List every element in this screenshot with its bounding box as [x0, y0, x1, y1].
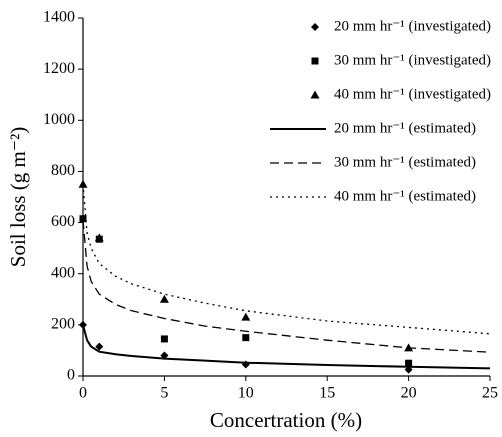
y-tick-label: 1200	[43, 60, 75, 77]
x-tick-label: 20	[401, 385, 417, 402]
x-tick-label: 10	[238, 385, 254, 402]
y-tick-label: 600	[51, 213, 75, 230]
y-tick-label: 0	[67, 367, 75, 384]
marker	[79, 215, 87, 223]
legend-swatch	[311, 57, 319, 65]
y-axis-title: Soil loss (g m⁻²)	[6, 127, 30, 267]
x-tick-label: 5	[160, 385, 168, 402]
line	[82, 219, 491, 353]
legend-swatch	[311, 23, 319, 31]
line	[82, 184, 491, 335]
y-tick-label: 800	[51, 162, 75, 179]
line	[82, 324, 491, 370]
legend-label: 30 mm hr⁻¹ (estimated)	[334, 154, 476, 170]
marker	[95, 342, 104, 351]
marker	[405, 359, 413, 367]
y-tick-label: 1000	[43, 111, 75, 128]
x-tick-label: 15	[319, 385, 335, 402]
marker	[242, 334, 250, 342]
marker	[159, 294, 169, 303]
marker	[78, 179, 88, 188]
y-tick-label: 200	[51, 316, 75, 333]
legend-label: 20 mm hr⁻¹ (investigated)	[334, 18, 491, 34]
x-tick-label: 25	[482, 385, 498, 402]
x-axis-title: Concertration (%)	[210, 408, 362, 432]
marker	[241, 312, 251, 321]
y-tick-label: 1400	[43, 9, 75, 26]
legend-label: 40 mm hr⁻¹ (estimated)	[334, 188, 476, 204]
legend-label: 30 mm hr⁻¹ (investigated)	[334, 52, 491, 68]
marker	[160, 335, 168, 343]
legend-label: 20 mm hr⁻¹ (estimated)	[334, 120, 476, 136]
x-tick-label: 0	[79, 385, 87, 402]
legend-label: 40 mm hr⁻¹ (investigated)	[334, 86, 491, 102]
legend-swatch	[310, 90, 320, 99]
marker	[94, 233, 104, 242]
y-tick-label: 400	[51, 264, 75, 281]
